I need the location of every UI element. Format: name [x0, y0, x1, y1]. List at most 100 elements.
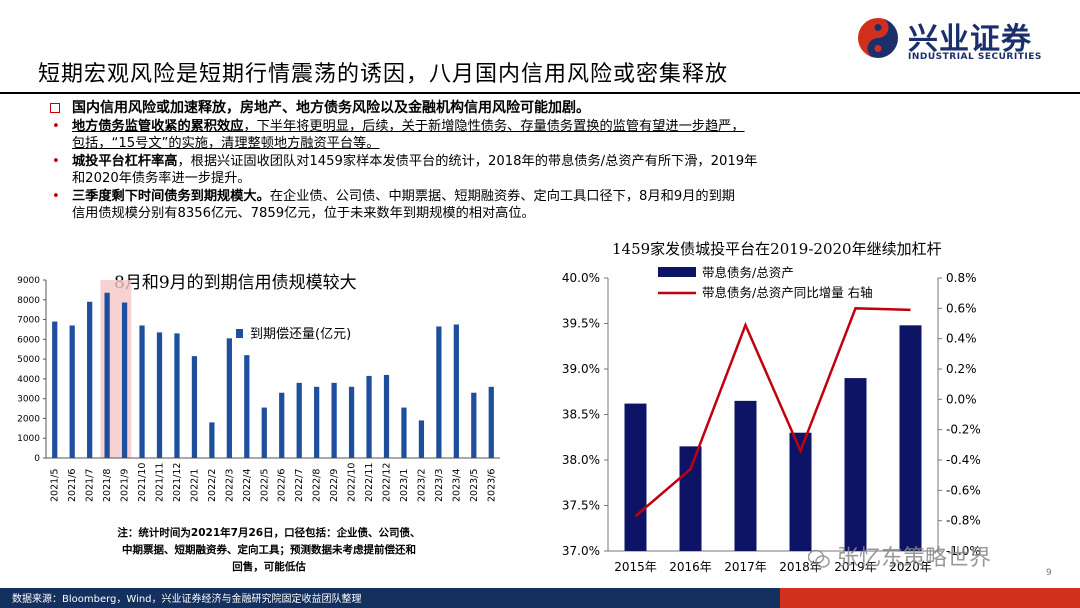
headline-text: 国内信用风险或加速释放，房地产、地方债务风险以及金融机构信用风险可能加剧。	[72, 100, 590, 116]
x-tick-label: 2021/7	[85, 469, 96, 502]
bar	[471, 392, 477, 458]
bar	[844, 378, 867, 551]
bullet-text: ，根据兴证固收团队对1459家样本发债平台的统计，2018年的带息债务/总资产有…	[177, 153, 758, 169]
bar	[624, 403, 647, 551]
bar	[139, 325, 145, 458]
y-right-tick-label: -0.4%	[946, 453, 981, 467]
bullet-bold: 地方债务监管收紧的累积效应	[72, 118, 244, 134]
x-tick-label: 2023/1	[399, 469, 410, 502]
bar	[401, 407, 407, 458]
bar	[383, 374, 390, 458]
y-right-tick-label: 0.4%	[946, 332, 977, 346]
x-tick-label: 2022/6	[277, 469, 288, 502]
x-tick-label: 2021/6	[67, 469, 78, 502]
x-tick-label: 2023/5	[469, 469, 480, 502]
page-title: 短期宏观风险是短期行情震荡的诱因，八月国内信用风险或密集释放	[38, 62, 729, 87]
company-logo: 兴业证券 INDUSTRIAL SECURITIES	[856, 14, 1066, 64]
bar	[418, 420, 425, 458]
x-tick-label: 2023/3	[434, 469, 445, 502]
bar	[436, 326, 442, 458]
y-left-tick-label: 39.5%	[562, 317, 600, 331]
bar	[789, 432, 812, 551]
bar	[156, 332, 163, 458]
x-tick-label: 2022/11	[364, 463, 375, 502]
logo-text-en: INDUSTRIAL SECURITIES	[908, 52, 1042, 62]
y-left-tick-label: 37.5%	[562, 499, 600, 513]
y-right-tick-label: -0.6%	[946, 483, 981, 497]
watermark: 张忆东策略世界	[807, 540, 992, 572]
bullet-text: 信用债规模分别有8356亿元、7859亿元，位于未来数年到期规模的相对高位。	[72, 206, 535, 221]
bar	[174, 333, 180, 458]
note-line: 注：统计时间为2021年7月26日，口径包括：企业债、公司债、	[117, 527, 421, 539]
bullet-text: 在企业债、公司债、中期票据、短期融资券、定向工具口径下，8月和9月的到期	[269, 188, 735, 204]
note-line: 中期票据、短期融资券、定向工具；预测数据未考虑提前偿还和	[122, 544, 416, 556]
note-line: 回售，可能低估	[232, 561, 306, 573]
x-tick-label: 2021/11	[155, 463, 166, 502]
bar	[121, 302, 128, 458]
x-tick-label: 2022/8	[312, 469, 323, 502]
bar	[679, 446, 702, 551]
maturity-bar-chart: 0 1000 2000 3000 4000 5000 6000 7000 8000 9000 202…	[17, 276, 500, 502]
chart-note: 注：统计时间为2021年7月26日，口径包括：企业债、公司债、 中期票据、短期融…	[64, 525, 474, 576]
bar	[104, 292, 110, 458]
y-tick-label: 5000	[17, 355, 40, 365]
bullet-item: • 城投平台杠杆率高，根据兴证固收团队对1459家样本发债平台的统计，2018年…	[46, 153, 986, 188]
x-tick-label: 2021/10	[137, 463, 148, 502]
dot-bullet-icon: •	[52, 153, 60, 169]
x-tick-label: 2022/2	[207, 469, 218, 502]
bullet-text: ，后续，关于新增隐性债务、存量债务置换的监管有望进一步趋严，	[348, 118, 745, 134]
bullet-text: 和2020年债务率进一步提升。	[72, 171, 251, 186]
bullet-item: • 三季度剩下时间债务到期规模大。在企业债、公司债、中期票据、短期融资券、定向工…	[46, 188, 986, 223]
bar	[87, 301, 93, 458]
bar	[453, 324, 459, 458]
bullet-bold: 城投平台杠杆率高	[72, 153, 178, 169]
x-tick-label: 2015年	[614, 560, 657, 574]
y-tick-label: 8000	[17, 296, 40, 306]
bar	[314, 386, 320, 458]
logo-mark-icon	[856, 16, 900, 60]
page-number: 9	[1046, 568, 1052, 578]
y-left-tick-label: 38.5%	[562, 408, 600, 422]
bar	[191, 356, 198, 458]
y-tick-label: 2000	[17, 414, 40, 424]
bar	[348, 386, 355, 458]
y-tick-label: 3000	[17, 395, 40, 405]
headline-bullet: 国内信用风险或加速释放，房地产、地方债务风险以及金融机构信用风险可能加剧。	[46, 100, 986, 118]
x-tick-label: 2022/12	[382, 463, 393, 502]
y-tick-label: 9000	[17, 276, 40, 286]
bar	[734, 400, 757, 551]
y-tick-label: 4000	[17, 375, 40, 385]
x-tick-label: 2022/4	[242, 469, 253, 502]
y-left-tick-label: 38.0%	[562, 453, 600, 467]
left-chart-title: 8月和9月的到期信用债规模较大	[114, 273, 357, 293]
leverage-combo-chart: 37.0% 37.5% 38.0% 38.5% 39.0% 39.5% 40.0% -1.0%…	[562, 265, 981, 574]
wechat-icon	[807, 549, 830, 568]
legend-label-line: 带息债务/总资产同比增量 右轴	[702, 285, 873, 300]
legend-label: 到期偿还量(亿元)	[250, 327, 351, 342]
bullet-item: • 地方债务监管收紧的累积效应，下半年将更明显，后续，关于新增隐性债务、存量债务…	[46, 118, 986, 153]
legend-swatch-bar	[658, 267, 696, 277]
x-tick-label: 2021/8	[102, 469, 113, 502]
x-tick-label: 2022/3	[224, 469, 235, 502]
y-tick-label: 1000	[17, 434, 40, 444]
y-left-tick-label: 39.0%	[562, 362, 600, 376]
dot-bullet-icon: •	[52, 188, 60, 204]
y-right-tick-label: -0.2%	[946, 423, 981, 437]
x-tick-label: 2023/4	[451, 469, 462, 502]
legend-label-bar: 带息债务/总资产	[702, 265, 794, 280]
y-right-tick-label: 0.6%	[946, 301, 977, 315]
footer-bar: 数据来源：Bloomberg，Wind，兴业证券经济与金融研究院固定收益团队整理	[0, 588, 1080, 608]
bullet-text: 包括，“15号文”的实施，清理整顿地方融资平台等。	[72, 136, 380, 151]
bar	[69, 325, 75, 458]
y-right-tick-label: 0.8%	[946, 271, 977, 285]
bar	[296, 382, 302, 458]
bar	[244, 355, 250, 458]
watermark-text: 张忆东策略世界	[837, 546, 992, 571]
bar	[209, 422, 215, 458]
square-bullet-icon	[50, 103, 60, 113]
bar	[279, 392, 285, 458]
bullet-list: 国内信用风险或加速释放，房地产、地方债务风险以及金融机构信用风险可能加剧。 • …	[46, 100, 986, 223]
x-tick-label: 2023/6	[486, 469, 497, 502]
x-tick-label: 2022/5	[259, 469, 270, 502]
x-tick-label: 2022/7	[294, 469, 305, 502]
